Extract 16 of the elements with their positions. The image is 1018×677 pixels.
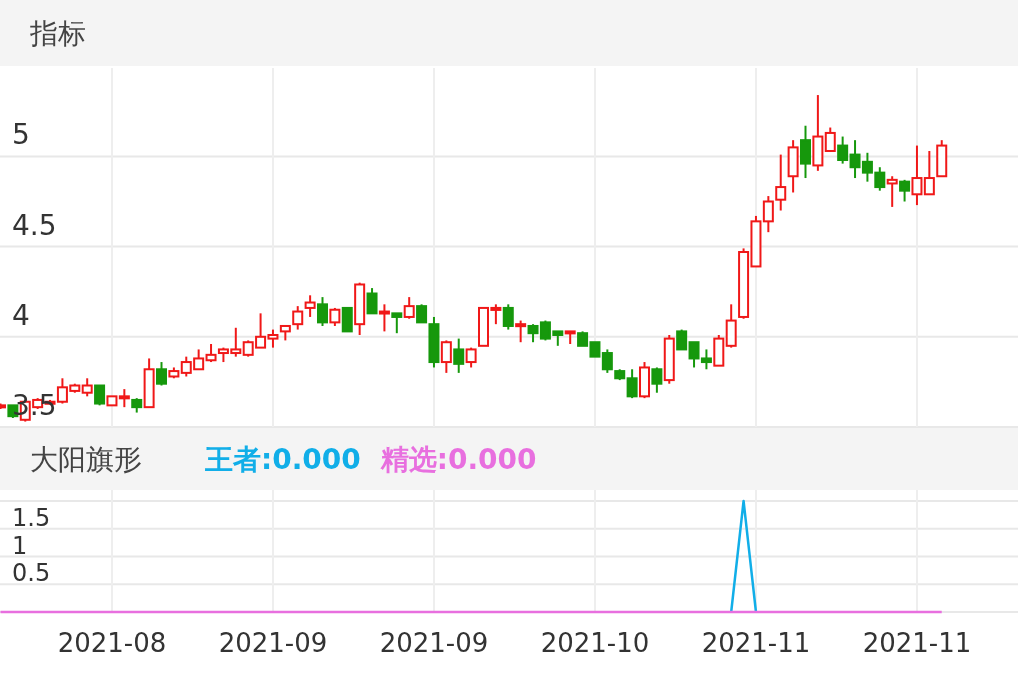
- x-tick-label: 2021-09: [218, 628, 328, 658]
- y-tick-label: 1: [12, 531, 28, 560]
- y-tick-label: 0.5: [12, 559, 51, 588]
- y-tick-label: 4.5: [12, 208, 57, 242]
- x-tick-label: 2021-11: [701, 628, 811, 658]
- text: 王者:0.000: [204, 443, 361, 476]
- chart-title: 大阳旗形: [30, 443, 142, 476]
- chart-title: 指标: [29, 17, 86, 50]
- x-tick-label: 2021-11: [862, 628, 972, 658]
- x-tick-label: 2021-08: [57, 628, 167, 658]
- y-tick-label: 4: [12, 298, 30, 332]
- x-tick-label: 2021-09: [379, 628, 489, 658]
- y-tick-label: 1.5: [12, 503, 51, 532]
- y-tick-label: 5: [12, 118, 30, 152]
- x-tick-label: 2021-10: [540, 628, 650, 658]
- text: 精选:0.000: [379, 443, 537, 476]
